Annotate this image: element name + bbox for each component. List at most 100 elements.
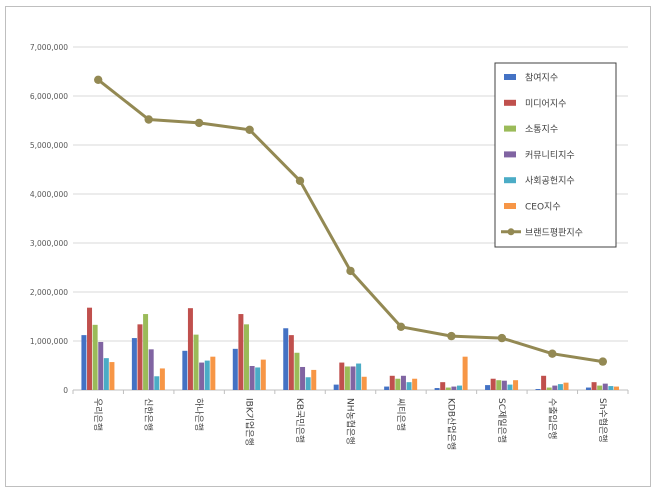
y-tick-label: 1,000,000	[30, 337, 68, 346]
bar	[255, 367, 261, 390]
bar	[238, 314, 244, 390]
bar	[154, 376, 160, 390]
x-category-label: Sh수협은행	[597, 398, 609, 443]
x-category-label: 씨티은행	[395, 398, 407, 431]
bar	[395, 378, 401, 390]
x-category-label: 하나은행	[193, 398, 205, 431]
line-point	[598, 357, 607, 366]
bar	[507, 384, 513, 390]
legend-swatch	[504, 151, 516, 158]
y-axis-tick-labels: 0 1,000,000 2,000,000 3,000,000 4,000,000 5,0…	[30, 43, 68, 395]
bar	[137, 324, 143, 390]
bar	[260, 359, 266, 390]
line-point	[94, 75, 103, 85]
bar	[457, 385, 463, 390]
bar	[496, 380, 502, 390]
grid-lines	[73, 46, 628, 342]
line-point	[447, 331, 456, 341]
x-category-label: 신한은행	[143, 398, 155, 431]
bar	[311, 369, 317, 390]
bank-brand-reputation-chart: 0 1,000,000 2,000,000 3,000,000 4,000,000 5,0…	[30, 43, 629, 450]
bar	[288, 335, 294, 390]
bar	[434, 388, 440, 390]
bar	[131, 338, 137, 390]
bar	[597, 385, 603, 390]
bar	[344, 366, 350, 390]
bar	[81, 335, 87, 390]
bar	[389, 375, 395, 390]
bar	[249, 365, 255, 390]
bar	[103, 358, 109, 390]
legend-swatch	[504, 125, 516, 132]
bar	[148, 349, 154, 390]
bar	[608, 386, 614, 390]
bar	[243, 324, 249, 390]
bar	[350, 366, 356, 390]
y-tick-label: 2,000,000	[30, 288, 68, 297]
legend-label: 소통지수	[525, 124, 558, 135]
bar	[613, 386, 619, 390]
x-category-label: 수출입은행	[546, 398, 558, 439]
bar	[87, 307, 93, 390]
bar	[513, 380, 519, 390]
x-axis-category-labels: 우리은행 신한은행 하나은행 IBK기업은행 KB국민은행 NH농협은행 씨티은행 KDB산업…	[92, 398, 609, 450]
bar	[591, 382, 597, 390]
bar	[440, 382, 446, 390]
bar	[210, 356, 216, 390]
bar	[92, 324, 98, 390]
bar	[109, 362, 115, 390]
bar	[204, 360, 210, 390]
bar	[501, 380, 507, 390]
legend-swatch	[504, 177, 516, 184]
bar	[451, 386, 457, 390]
bars	[81, 307, 619, 390]
bar	[294, 352, 300, 390]
y-tick-label: 7,000,000	[30, 43, 68, 52]
legend-label: 사회공헌지수	[525, 176, 575, 187]
line-point	[497, 333, 507, 343]
bar	[356, 363, 362, 390]
legend-label: 참여지수	[525, 72, 558, 84]
line-point	[144, 115, 153, 124]
x-category-label: SC제일은행	[496, 398, 508, 443]
y-tick-label: 4,000,000	[30, 190, 68, 199]
bar	[361, 376, 367, 390]
bar	[333, 384, 339, 390]
bar	[412, 378, 418, 390]
legend-label: 브랜드평판지수	[525, 227, 583, 238]
bar	[552, 385, 558, 390]
legend-label: 커뮤니티지수	[525, 150, 575, 161]
bar	[541, 375, 547, 390]
bar	[490, 378, 496, 390]
bar	[182, 350, 188, 390]
legend-swatch	[504, 74, 516, 80]
bar	[557, 384, 563, 390]
bar	[535, 389, 541, 390]
bar	[187, 308, 193, 390]
bar	[283, 328, 289, 390]
line-point	[245, 125, 254, 134]
y-tick-label: 6,000,000	[30, 92, 68, 101]
line-point	[396, 322, 406, 331]
x-category-label: IBK기업은행	[244, 398, 256, 446]
brand-reputation-line	[94, 75, 607, 366]
bar	[445, 387, 451, 390]
axes	[72, 389, 629, 394]
line-point	[548, 349, 557, 358]
legend-swatch	[504, 99, 516, 106]
bar	[406, 382, 412, 390]
line-point	[295, 176, 305, 185]
bar	[98, 341, 104, 390]
bar	[563, 382, 569, 390]
bar	[305, 377, 311, 390]
bar	[199, 362, 205, 390]
bar	[485, 385, 491, 390]
bar	[193, 334, 199, 390]
chart-frame: 0 1,000,000 2,000,000 3,000,000 4,000,000 5,0…	[5, 6, 651, 487]
x-category-label: KDB산업은행	[445, 398, 457, 450]
line-point	[346, 266, 355, 276]
x-category-label: KB국민은행	[294, 398, 306, 443]
bar	[232, 348, 238, 390]
bar	[339, 362, 345, 390]
x-category-label: NH농협은행	[345, 398, 357, 445]
